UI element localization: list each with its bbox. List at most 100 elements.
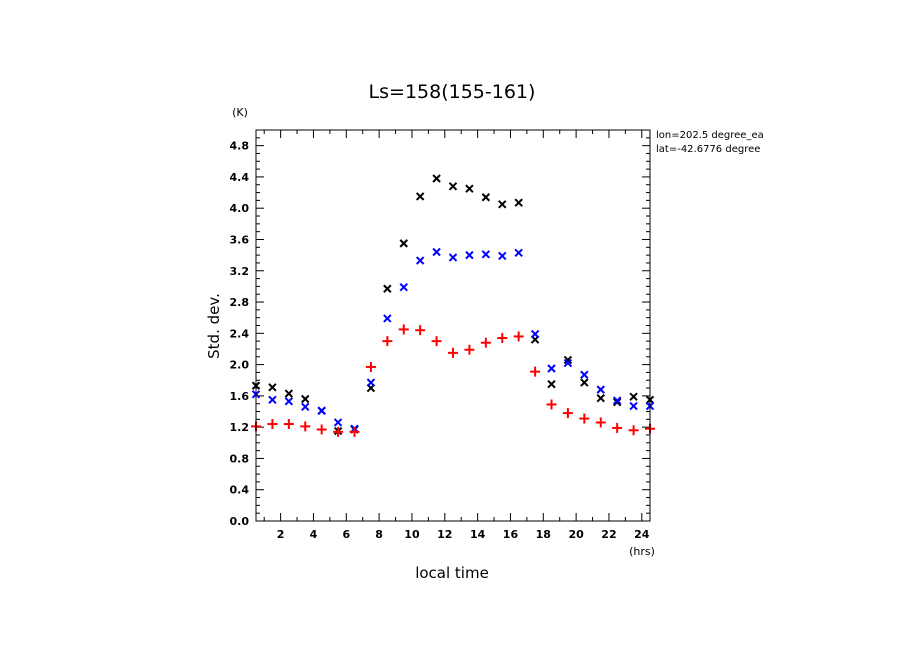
data-point (464, 344, 475, 355)
data-point (497, 333, 508, 344)
data-point (432, 174, 441, 183)
y-tick-label: 0.8 (230, 452, 250, 465)
y-tick-label: 4.0 (230, 202, 250, 215)
y-tick-label: 0.0 (230, 515, 250, 528)
y-tick-label: 2.4 (230, 327, 250, 340)
y-tick-label: 1.6 (230, 390, 250, 403)
data-point (267, 419, 278, 430)
y-tick-label: 4.8 (230, 140, 250, 153)
data-point (333, 426, 344, 437)
data-point (514, 198, 523, 207)
data-point (530, 366, 541, 377)
x-tick-label: 24 (634, 528, 650, 541)
series-1 (251, 247, 655, 433)
x-axis-label: local time (415, 564, 489, 582)
series-0 (251, 174, 655, 436)
data-point (612, 396, 622, 405)
annotation-clip (780, 128, 904, 158)
data-point (629, 401, 638, 411)
x-tick-label: 12 (437, 528, 452, 541)
data-point (333, 418, 343, 427)
data-point (284, 397, 294, 406)
data-point (448, 182, 458, 191)
y-tick-label: 0.4 (230, 484, 250, 497)
data-point (415, 325, 426, 336)
data-point (448, 253, 458, 262)
data-point (563, 355, 573, 365)
x-tick-label: 16 (503, 528, 519, 541)
data-point (547, 379, 556, 389)
data-point (547, 364, 556, 373)
data-point (481, 193, 491, 202)
data-point (398, 324, 409, 335)
data-point (546, 399, 557, 410)
data-point (580, 370, 589, 379)
chart-title: Ls=158(155-161) (369, 81, 536, 103)
minor-ticks (256, 130, 650, 521)
data-point (498, 200, 507, 209)
data-point (579, 413, 590, 424)
plot-frame (255, 129, 651, 522)
data-point (480, 337, 491, 348)
data-point (382, 336, 393, 347)
data-point (383, 284, 392, 293)
x-tick-label: 10 (404, 528, 420, 541)
x-tick-label: 18 (536, 528, 551, 541)
y-tick-label: 3.2 (230, 265, 250, 278)
data-point (301, 402, 310, 412)
y-tick-label: 2.0 (230, 359, 250, 372)
data-point (595, 417, 606, 428)
data-point (383, 314, 392, 323)
x-unit-label: (hrs) (629, 545, 655, 558)
data-point (317, 406, 326, 415)
data-point (629, 392, 638, 401)
data-point (596, 394, 605, 403)
data-point (415, 256, 425, 265)
data-point (628, 425, 639, 436)
data-point (399, 239, 408, 248)
data-point (301, 394, 310, 404)
data-point (563, 358, 573, 368)
data-point (268, 395, 277, 404)
data-point (399, 282, 408, 292)
x-tick-label: 14 (470, 528, 486, 541)
data-point (448, 347, 458, 358)
annotation-lon: lon=202.5 degree_ea (656, 130, 764, 141)
data-point (612, 422, 623, 433)
data-point (316, 424, 327, 435)
data-point (415, 192, 425, 201)
data-point (283, 419, 294, 430)
x-axis-ticks: 2 4 6 8 10 12 14 16 18 20 22 24 (277, 130, 650, 541)
data-point (481, 250, 491, 259)
data-point (349, 426, 360, 437)
data-point (514, 248, 523, 257)
data-point (365, 361, 376, 372)
data-point (612, 397, 622, 407)
data-point (580, 378, 589, 387)
y-tick-label: 3.6 (230, 233, 250, 246)
data-point (530, 329, 540, 339)
x-tick-label: 20 (568, 528, 584, 541)
y-tick-label: 2.8 (230, 296, 250, 309)
data-point (284, 389, 294, 398)
y-axis-label: Std. dev. (205, 293, 223, 359)
x-tick-label: 8 (375, 528, 383, 541)
x-tick-label: 4 (310, 528, 318, 541)
y-axis-ticks: 0.0 0.4 0.8 1.2 1.6 2.0 2.4 2.8 3.2 3.6 4.0 4.4 4.8 (230, 140, 650, 528)
data-point (431, 336, 442, 347)
data-point (465, 184, 474, 193)
data-point (465, 250, 474, 260)
series-2 (251, 324, 655, 437)
data-markers (251, 174, 655, 437)
y-tick-label: 4.4 (230, 171, 250, 184)
data-point (300, 421, 311, 432)
x-tick-label: 6 (342, 528, 350, 541)
x-tick-label: 22 (601, 528, 616, 541)
y-unit-label: (K) (232, 106, 248, 119)
data-point (498, 251, 507, 261)
data-point (513, 331, 524, 342)
data-point (366, 378, 376, 387)
x-tick-label: 2 (277, 528, 285, 541)
